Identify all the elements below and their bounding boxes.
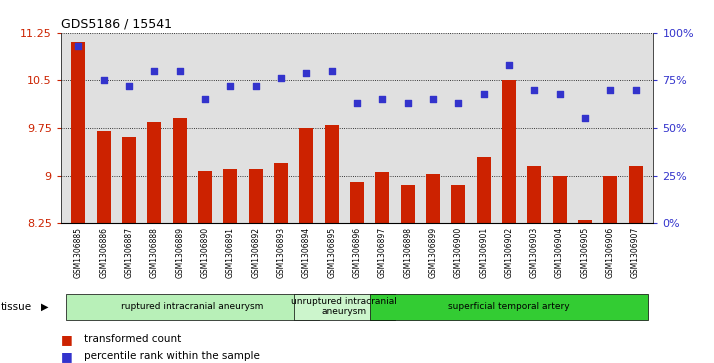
Text: GSM1306898: GSM1306898	[403, 227, 412, 278]
Point	[326, 68, 338, 74]
Point	[124, 83, 135, 89]
Bar	[426, 174, 440, 223]
Text: GSM1306890: GSM1306890	[201, 227, 209, 278]
Text: GDS5186 / 15541: GDS5186 / 15541	[61, 17, 171, 30]
Text: GSM1306895: GSM1306895	[327, 227, 336, 278]
Bar	[376, 172, 389, 223]
Point	[402, 100, 413, 106]
Bar	[451, 185, 466, 223]
Bar	[603, 176, 617, 223]
Point	[503, 62, 515, 68]
Text: ■: ■	[61, 350, 72, 363]
Bar	[477, 156, 491, 223]
Text: GSM1306891: GSM1306891	[226, 227, 235, 278]
Text: GSM1306905: GSM1306905	[580, 227, 590, 278]
Point	[630, 87, 641, 93]
Bar	[299, 128, 313, 223]
Text: GSM1306893: GSM1306893	[276, 227, 286, 278]
Bar	[274, 163, 288, 223]
Point	[554, 91, 565, 97]
Text: GSM1306904: GSM1306904	[555, 227, 564, 278]
Text: GSM1306897: GSM1306897	[378, 227, 387, 278]
Bar	[350, 182, 364, 223]
Bar	[97, 131, 111, 223]
Point	[250, 83, 261, 89]
Point	[225, 83, 236, 89]
Text: GSM1306888: GSM1306888	[150, 227, 159, 278]
Text: GSM1306892: GSM1306892	[251, 227, 260, 278]
Text: ■: ■	[61, 333, 72, 346]
Bar	[401, 185, 415, 223]
Text: GSM1306907: GSM1306907	[631, 227, 640, 278]
Bar	[248, 169, 263, 223]
Point	[351, 100, 363, 106]
Bar	[502, 80, 516, 223]
Bar	[223, 169, 237, 223]
Text: GSM1306902: GSM1306902	[505, 227, 513, 278]
Point	[98, 77, 109, 83]
Text: tissue: tissue	[1, 302, 32, 312]
Text: transformed count: transformed count	[84, 334, 181, 344]
Text: ruptured intracranial aneurysm: ruptured intracranial aneurysm	[121, 302, 263, 311]
Bar	[370, 294, 648, 320]
Bar	[122, 138, 136, 223]
Bar	[553, 176, 567, 223]
Point	[149, 68, 160, 74]
Bar	[71, 42, 86, 223]
Text: GSM1306889: GSM1306889	[175, 227, 184, 278]
Text: GSM1306896: GSM1306896	[353, 227, 361, 278]
Point	[276, 76, 287, 81]
Text: ▶: ▶	[41, 302, 49, 312]
Text: superficial temporal artery: superficial temporal artery	[448, 302, 570, 311]
Bar	[147, 122, 161, 223]
Text: percentile rank within the sample: percentile rank within the sample	[84, 351, 259, 362]
Bar	[66, 294, 319, 320]
Point	[453, 100, 464, 106]
Text: GSM1306886: GSM1306886	[99, 227, 109, 278]
Bar	[578, 220, 592, 223]
Text: GSM1306885: GSM1306885	[74, 227, 83, 278]
Point	[605, 87, 616, 93]
Point	[528, 87, 540, 93]
Text: GSM1306887: GSM1306887	[124, 227, 134, 278]
Point	[73, 43, 84, 49]
Point	[301, 70, 312, 76]
Text: GSM1306903: GSM1306903	[530, 227, 539, 278]
Text: GSM1306900: GSM1306900	[454, 227, 463, 278]
Bar	[528, 166, 541, 223]
Point	[579, 115, 590, 121]
Text: GSM1306906: GSM1306906	[605, 227, 615, 278]
Point	[174, 68, 186, 74]
Point	[376, 97, 388, 102]
Text: GSM1306901: GSM1306901	[479, 227, 488, 278]
Text: GSM1306899: GSM1306899	[428, 227, 438, 278]
Text: GSM1306894: GSM1306894	[302, 227, 311, 278]
Point	[427, 97, 438, 102]
Point	[478, 91, 489, 97]
Text: unruptured intracranial
aneurysm: unruptured intracranial aneurysm	[291, 297, 397, 317]
Bar	[293, 294, 395, 320]
Bar	[173, 118, 186, 223]
Bar	[325, 125, 338, 223]
Point	[199, 97, 211, 102]
Bar	[198, 171, 212, 223]
Bar	[628, 166, 643, 223]
